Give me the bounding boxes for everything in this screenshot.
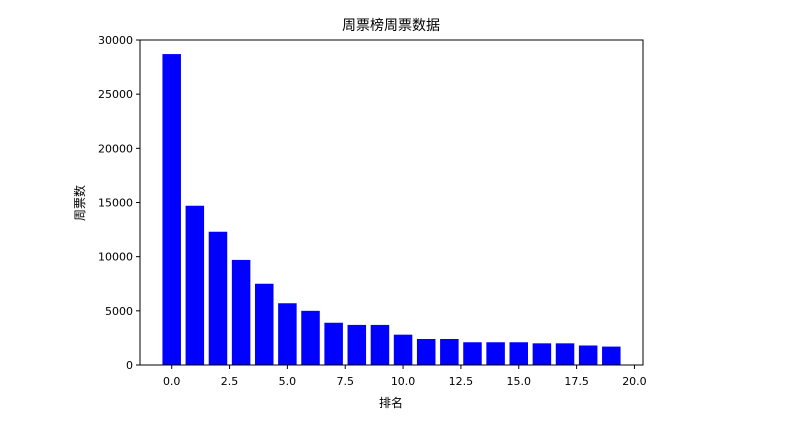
x-tick-label: 5.0 bbox=[279, 375, 297, 388]
y-tick-label: 25000 bbox=[98, 88, 133, 101]
bar-4 bbox=[254, 283, 274, 365]
x-axis-ticks: 0.0 2.5 5.0 7.5 10.0 12.5 15.0 17.5 20.0 bbox=[163, 365, 647, 388]
bar-0 bbox=[162, 54, 181, 365]
bar-1 bbox=[185, 205, 205, 365]
y-axis-label: 周票数 bbox=[72, 185, 87, 221]
x-tick-label: 20.0 bbox=[622, 375, 647, 388]
y-axis-ticks: 0 5000 10000 15000 20000 25000 30000 bbox=[98, 34, 140, 372]
x-tick-label: 15.0 bbox=[507, 375, 532, 388]
y-tick-label: 30000 bbox=[98, 34, 133, 47]
chart-title: 周票榜周票数据 bbox=[342, 17, 440, 34]
bar-18 bbox=[578, 345, 598, 365]
x-tick-label: 10.0 bbox=[391, 375, 416, 388]
x-tick-label: 17.5 bbox=[564, 375, 589, 388]
bar-15 bbox=[509, 342, 529, 365]
bar-17 bbox=[555, 343, 575, 365]
y-tick-label: 0 bbox=[126, 359, 133, 372]
bar-19 bbox=[602, 346, 621, 365]
y-tick-label: 20000 bbox=[98, 142, 133, 155]
bar-8 bbox=[347, 324, 367, 365]
bar-14 bbox=[486, 342, 505, 365]
bar-13 bbox=[463, 342, 482, 365]
bar-7 bbox=[324, 322, 343, 365]
y-tick-label: 10000 bbox=[98, 251, 133, 264]
bar-12 bbox=[440, 339, 459, 365]
y-tick-label: 5000 bbox=[105, 305, 133, 318]
bar-11 bbox=[416, 339, 436, 365]
bars-group bbox=[162, 54, 621, 365]
x-tick-label: 2.5 bbox=[221, 375, 239, 388]
bar-9 bbox=[370, 324, 390, 365]
x-tick-label: 12.5 bbox=[449, 375, 474, 388]
bar-3 bbox=[231, 259, 251, 365]
bar-16 bbox=[532, 343, 552, 365]
x-axis-label: 排名 bbox=[379, 395, 403, 410]
x-tick-label: 0.0 bbox=[163, 375, 181, 388]
y-tick-label: 15000 bbox=[98, 197, 133, 210]
bar-5 bbox=[278, 303, 297, 365]
x-tick-label: 7.5 bbox=[336, 375, 354, 388]
bar-10 bbox=[393, 334, 413, 365]
bar-6 bbox=[301, 310, 320, 365]
bar-2 bbox=[208, 231, 228, 365]
